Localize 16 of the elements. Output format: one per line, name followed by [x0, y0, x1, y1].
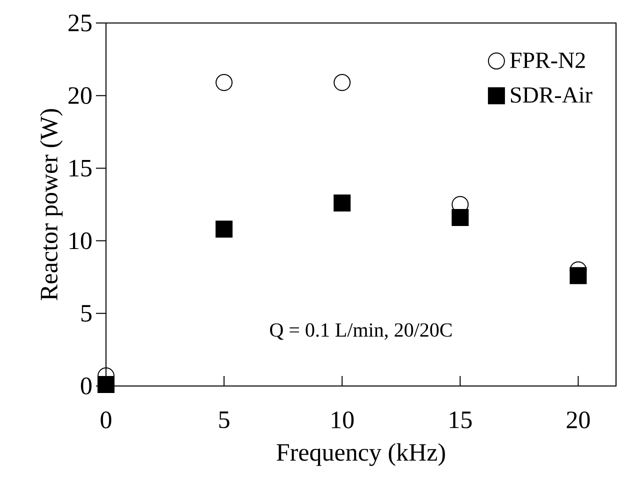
x-tick-label: 5 [219, 412, 230, 428]
x-tick-label: 20 [566, 412, 590, 428]
legend-label: FPR-N2 [510, 52, 585, 68]
x-axis-title: Frequency (kHz) [276, 443, 445, 466]
y-tick-label: 25 [68, 14, 92, 32]
y-tick-label: 5 [81, 305, 92, 322]
y-tick-label: 20 [68, 87, 92, 104]
legend-label: SDR-Air [510, 87, 592, 103]
y-axis-title: Reactor power (W) [40, 109, 63, 300]
y-tick-label: 15 [70, 160, 92, 177]
y-tick-label: 0 [80, 378, 92, 394]
x-tick-label: 10 [332, 412, 354, 428]
x-tick-label: 0 [100, 412, 112, 428]
x-tick-label: 15 [450, 412, 472, 428]
y-tick-label: 10 [70, 232, 92, 250]
annotation: Q = 0.1 L/min, 20/20C [270, 323, 452, 340]
